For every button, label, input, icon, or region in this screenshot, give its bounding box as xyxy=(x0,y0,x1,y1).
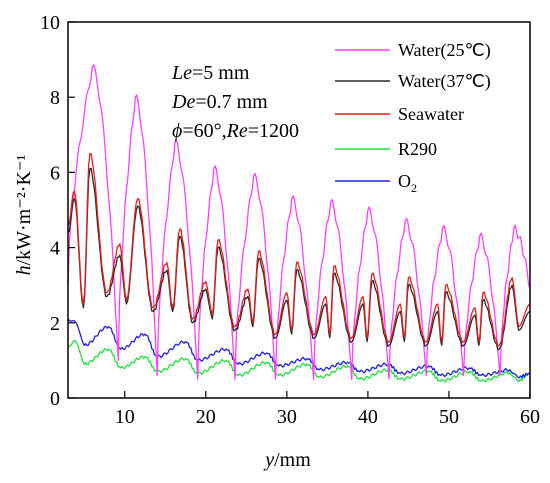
ticks-layer: 10 20 30 40 50 60 0 2 4 6 8 10 xyxy=(40,12,540,428)
x-tick-label: 50 xyxy=(439,406,459,428)
y-axis-label: h/kW·m⁻²·K⁻¹ xyxy=(13,155,35,276)
plot-frame xyxy=(67,21,531,399)
series-line-water-25 xyxy=(67,64,531,380)
x-tick-label: 10 xyxy=(115,406,135,428)
annotation-line-de: De=0.7 mm xyxy=(171,91,268,113)
series-line-r290 xyxy=(67,339,531,383)
series-line-seawater xyxy=(67,152,531,347)
y-tick-label: 4 xyxy=(50,238,60,260)
legend-label-o2: O2 xyxy=(398,171,417,195)
legend: Water(25℃) Water(37℃) Seawater R290 O2 xyxy=(335,40,491,195)
x-tick-label: 30 xyxy=(277,406,297,428)
y-tick-label: 10 xyxy=(40,12,60,34)
series-line-water-37 xyxy=(67,167,531,351)
legend-label-r290: R290 xyxy=(398,139,437,159)
y-tick-label: 2 xyxy=(50,313,60,335)
series-line-o2 xyxy=(67,318,531,379)
legend-label-seawater: Seawater xyxy=(398,104,464,124)
x-tick-label: 20 xyxy=(196,406,216,428)
annotation-line-phi-re: ϕ=60°,Re=1200 xyxy=(172,120,299,142)
x-axis-label: y/mm xyxy=(263,449,311,471)
x-tick-label: 60 xyxy=(520,406,540,428)
legend-label-water25: Water(25℃) xyxy=(398,40,491,61)
parameter-annotation: Le=5 mm De=0.7 mm ϕ=60°,Re=1200 xyxy=(171,62,299,142)
legend-label-water37: Water(37℃) xyxy=(398,71,491,92)
y-tick-label: 0 xyxy=(50,388,60,410)
annotation-line-le: Le=5 mm xyxy=(171,62,250,84)
y-tick-label: 8 xyxy=(50,87,60,109)
x-tick-label: 40 xyxy=(358,406,378,428)
series-layer xyxy=(67,64,531,383)
y-tick-label: 6 xyxy=(50,162,60,184)
